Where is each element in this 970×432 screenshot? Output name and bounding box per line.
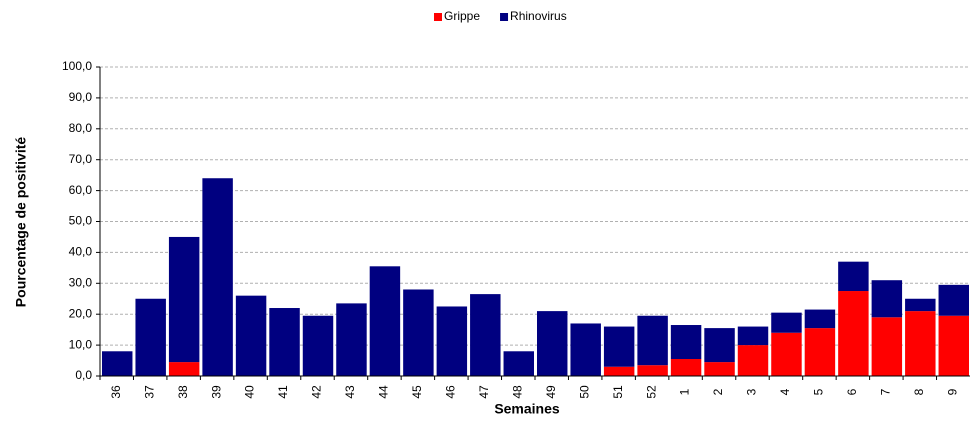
bar-segment [871,280,903,318]
x-tick-label: 52 [644,385,658,399]
x-tick-label: 6 [845,388,859,395]
x-tick-label: 44 [377,385,391,399]
bar-segment [838,261,869,292]
legend-label: Rhinovirus [510,9,567,23]
x-tick-label: 5 [812,388,826,395]
bar-segment [737,345,769,376]
bar-segment [704,328,735,363]
bar-segment [135,298,166,376]
bar-segment [804,328,836,376]
bar-segment [269,308,300,376]
bar-segment [670,359,702,376]
y-tick-label: 70,0 [69,152,93,166]
x-tick-label: 46 [444,385,458,399]
y-tick-label: 30,0 [69,275,93,289]
bar-segment [905,298,936,312]
x-tick-label: 2 [711,388,725,395]
bar-segment [570,323,601,376]
x-tick-label: 49 [544,385,558,399]
y-tick-label: 90,0 [69,90,93,104]
bar-segment [102,351,133,376]
y-tick-label: 50,0 [69,214,93,228]
bar-segment [771,312,802,333]
x-tick-label: 51 [611,385,625,399]
x-tick-label: 42 [310,385,324,399]
x-axis-label: Semaines [494,401,560,417]
y-axis-label: Pourcentage de positivité [13,137,29,308]
x-tick-label: 7 [879,388,893,395]
bar-segment [336,303,367,376]
x-tick-label: 47 [477,385,491,399]
y-tick-label: 40,0 [69,245,93,259]
bar-segment [436,306,468,376]
bar-segment [235,295,267,376]
bar-segment [470,294,501,376]
x-tick-label: 45 [410,385,424,399]
bar-segment [838,291,869,376]
x-tick-label: 50 [577,385,591,399]
bar-segment [905,311,936,376]
bar-segment [603,326,635,367]
x-tick-label: 9 [945,388,959,395]
bar-segment [704,362,735,376]
y-tick-label: 0,0 [75,368,92,382]
x-tick-label: 41 [276,385,290,399]
x-tick-label: 4 [778,388,792,395]
bar-segment [503,351,534,376]
y-tick-label: 80,0 [69,121,93,135]
y-tick-label: 10,0 [69,337,93,351]
bar-segment [637,315,668,366]
legend-swatch [434,13,442,21]
bar-segment [202,178,233,376]
bar-segment [737,326,769,346]
bar-segment [938,315,969,376]
bar-segment [938,284,969,316]
bar-segment [168,236,200,363]
bar-segment [302,315,334,376]
bar-segment [168,362,200,376]
y-tick-label: 60,0 [69,183,93,197]
x-tick-label: 43 [343,385,357,399]
legend-label: Grippe [444,9,480,23]
y-tick-label: 100,0 [62,59,92,73]
bar-segment [871,317,903,376]
x-tick-label: 39 [209,385,223,399]
bar-segment [537,311,568,376]
bar-segment [369,266,401,376]
y-tick-label: 20,0 [69,306,93,320]
x-tick-label: 37 [142,385,156,399]
x-tick-label: 8 [912,388,926,395]
x-tick-label: 36 [109,385,123,399]
legend-swatch [500,13,509,21]
bar-segment [804,309,836,329]
bar-segment [771,332,802,376]
bar-segment [603,366,635,376]
x-tick-label: 3 [745,388,759,395]
bar-segment [670,325,702,360]
x-tick-label: 40 [243,385,257,399]
x-tick-label: 48 [510,385,524,399]
x-tick-label: 1 [678,388,692,395]
x-tick-label: 38 [176,385,190,399]
bar-segment [403,289,434,376]
bar-segment [637,365,668,376]
